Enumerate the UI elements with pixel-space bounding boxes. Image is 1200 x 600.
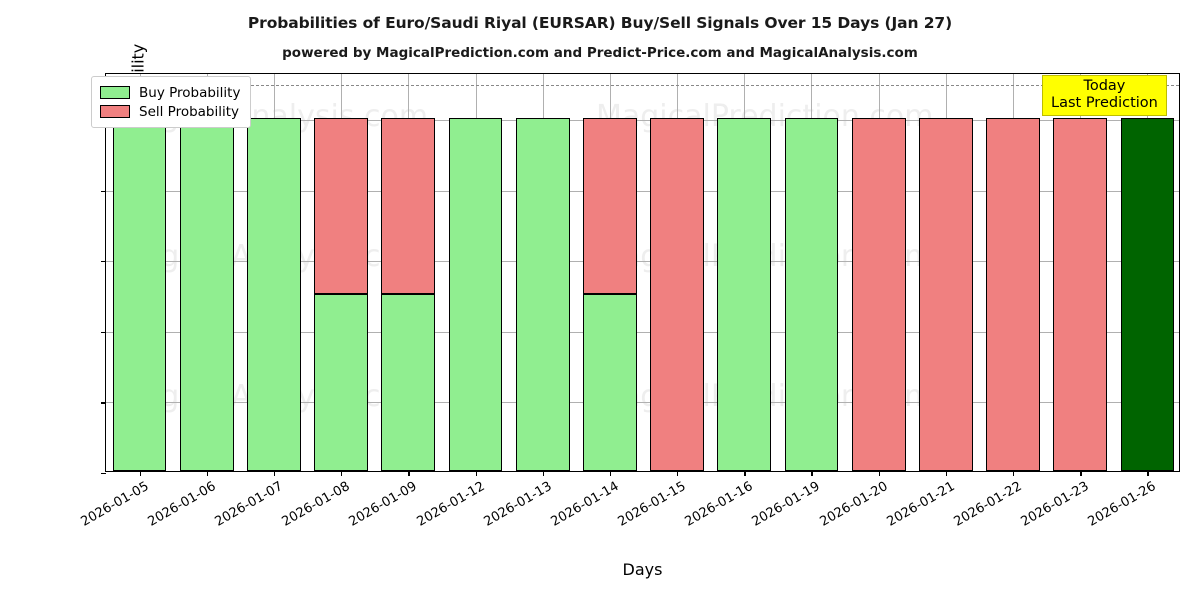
- today-annotation-line1: Today: [1083, 78, 1126, 94]
- bar-segment-buy[interactable]: [717, 117, 772, 471]
- x-tick-mark: [341, 471, 343, 476]
- gridline-horizontal: [106, 331, 1179, 333]
- y-tick-mark: [101, 331, 106, 334]
- chart-legend: Buy Probability Sell Probability: [91, 76, 252, 128]
- bar-group[interactable]: [650, 74, 704, 471]
- x-tick-mark: [811, 471, 813, 476]
- y-tick-mark: [101, 402, 106, 404]
- bar-segment-sell[interactable]: [918, 117, 973, 471]
- bar-segment-sell[interactable]: [314, 117, 369, 295]
- x-tick-mark: [1080, 471, 1082, 476]
- bar-group[interactable]: [918, 74, 973, 471]
- x-tick-mark: [475, 471, 477, 476]
- today-annotation-line2: Last Prediction: [1051, 95, 1158, 112]
- bar-segment-buy[interactable]: [314, 294, 369, 471]
- x-tick-mark: [878, 471, 880, 476]
- bar-group[interactable]: [247, 74, 301, 471]
- bar-group[interactable]: [1120, 74, 1175, 471]
- bar-group[interactable]: [314, 74, 369, 471]
- legend-swatch-sell: [100, 105, 130, 118]
- x-axis-label: Days: [622, 560, 663, 579]
- page-title: Probabilities of Euro/Saudi Riyal (EURSA…: [247, 14, 953, 32]
- bar-segment-sell[interactable]: [1053, 117, 1108, 471]
- x-tick-mark: [609, 471, 612, 476]
- threshold-dashed-line: [106, 84, 1179, 86]
- legend-item-buy: Buy Probability: [100, 83, 240, 102]
- bar-segment-sell[interactable]: [381, 117, 436, 295]
- bar-group[interactable]: [381, 74, 436, 471]
- x-tick-mark: [273, 471, 276, 476]
- gridline-horizontal: [106, 190, 1179, 192]
- legend-swatch-buy: [100, 86, 130, 99]
- y-tick-mark: [101, 473, 106, 475]
- bar-segment-buy[interactable]: [381, 294, 436, 471]
- legend-label-sell: Sell Probability: [139, 103, 240, 120]
- bar-group[interactable]: [717, 74, 772, 471]
- x-tick-mark: [1013, 471, 1015, 476]
- x-tick-mark: [206, 471, 209, 476]
- today-annotation: Today Last Prediction: [1042, 75, 1167, 117]
- bar-segment-buy[interactable]: [784, 117, 839, 471]
- bar-segment-sell[interactable]: [851, 117, 906, 471]
- x-tick-mark: [945, 471, 948, 476]
- bar-segment-buy[interactable]: [583, 294, 637, 471]
- legend-label-buy: Buy Probability: [139, 84, 241, 101]
- bar-segment-buy[interactable]: [515, 117, 570, 471]
- bar-segment-buy[interactable]: [179, 117, 234, 471]
- legend-item-sell: Sell Probability: [100, 102, 240, 121]
- gridline-horizontal: [106, 402, 1179, 404]
- bar-segment-today[interactable]: [1120, 117, 1175, 471]
- bar-segment-sell[interactable]: [650, 117, 704, 471]
- y-tick-mark: [101, 190, 106, 192]
- x-tick-mark: [408, 471, 410, 476]
- x-tick-mark: [1147, 471, 1149, 476]
- bar-group[interactable]: [515, 74, 570, 471]
- x-tick-mark: [677, 471, 679, 476]
- bar-segment-buy[interactable]: [112, 117, 167, 471]
- bar-segment-buy[interactable]: [448, 117, 503, 471]
- bar-segment-sell[interactable]: [583, 117, 637, 295]
- x-tick-mark: [542, 471, 545, 476]
- plot-area: MagicalAnalysis.com MagicalPrediction.com…: [78, 73, 1180, 530]
- bar-group[interactable]: [112, 74, 167, 471]
- y-tick-mark: [101, 261, 106, 263]
- gridline-horizontal: [106, 119, 1179, 121]
- bar-segment-buy[interactable]: [247, 117, 301, 471]
- bar-segment-sell[interactable]: [986, 117, 1040, 471]
- chart-subtitle: powered by MagicalPrediction.com and Pre…: [282, 45, 918, 61]
- bar-group[interactable]: [1053, 74, 1108, 471]
- x-tick-mark: [139, 471, 141, 476]
- gridline-horizontal: [106, 261, 1179, 263]
- x-tick-mark: [744, 471, 746, 476]
- bar-group[interactable]: [448, 74, 503, 471]
- bar-group[interactable]: [179, 74, 234, 471]
- plot-clip: MagicalAnalysis.com MagicalPrediction.com…: [106, 74, 1179, 471]
- bar-group[interactable]: [851, 74, 906, 471]
- bar-group[interactable]: [583, 74, 637, 471]
- bar-group[interactable]: [784, 74, 839, 471]
- bar-group[interactable]: [986, 74, 1040, 471]
